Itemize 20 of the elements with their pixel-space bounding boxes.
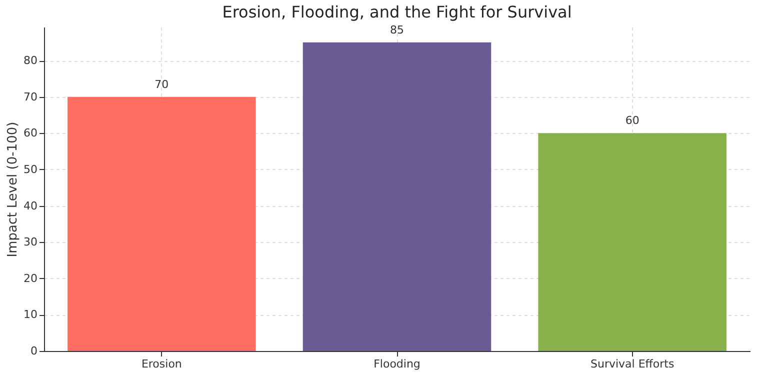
bar xyxy=(302,42,492,351)
y-tick-label: 30 xyxy=(24,236,38,249)
y-tick-label: 60 xyxy=(24,126,38,140)
x-tick-label: Survival Efforts xyxy=(590,358,674,370)
y-tick-label: 0 xyxy=(30,344,38,358)
y-tick-label: 80 xyxy=(24,54,38,68)
data-label: 85 xyxy=(390,23,404,36)
y-tick-label: 40 xyxy=(24,199,38,212)
bar xyxy=(538,133,726,351)
y-tick-label: 20 xyxy=(24,272,38,285)
data-label: 70 xyxy=(154,78,169,91)
y-tick-label: 70 xyxy=(24,90,38,104)
data-label: 60 xyxy=(625,114,640,128)
x-tick-label: Erosion xyxy=(141,358,182,370)
y-axis-title: Impact Level (0-100) xyxy=(6,122,21,258)
chart-title: Erosion, Flooding, and the Fight for Survival xyxy=(222,2,572,22)
x-tick-label: Flooding xyxy=(374,358,420,370)
bar xyxy=(68,96,256,351)
y-tick-label: 10 xyxy=(24,308,38,322)
y-tick-label: 50 xyxy=(24,162,38,176)
